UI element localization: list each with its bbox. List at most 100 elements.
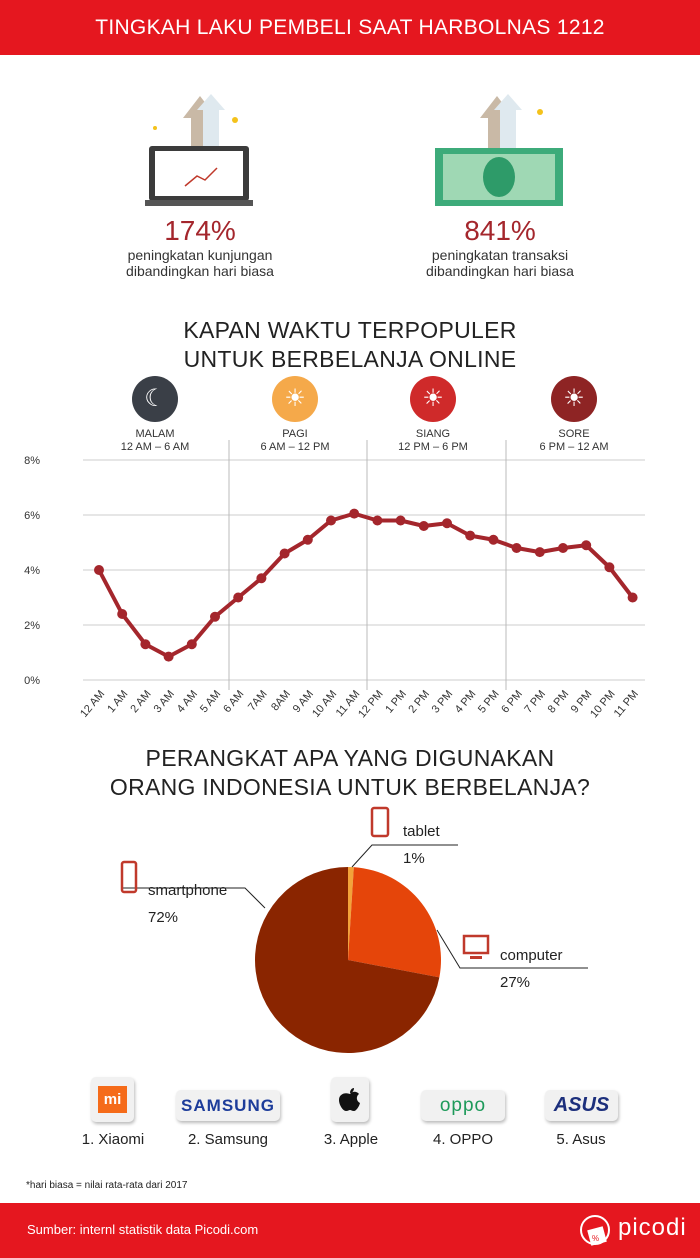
pie-value-tablet: 1%: [403, 850, 425, 867]
data-point: [418, 521, 429, 531]
period-pagi: ☀ PAGI 6 AM – 12 PM: [230, 376, 360, 456]
stat-visits: 174% peningkatan kunjungan dibandingkan …: [70, 215, 330, 279]
data-point: [94, 565, 104, 575]
x-tick-label: 5 PM: [476, 688, 502, 715]
period-sore: ☀ SORE 6 PM – 12 AM: [509, 376, 639, 456]
period-siang: ☀ SIANG 12 PM – 6 PM: [368, 376, 498, 456]
money-bill-icon: [435, 88, 565, 208]
period-malam: ☾ MALAM 12 AM – 6 AM: [90, 376, 220, 456]
leader-line: [436, 929, 588, 969]
x-tick-label: 6 PM: [499, 688, 525, 715]
data-point: [186, 639, 197, 650]
stat-line2: dibandingkan hari biasa: [426, 263, 574, 279]
x-tick-label: 11 PM: [612, 688, 641, 719]
period-range: 6 PM – 12 AM: [539, 441, 609, 453]
data-point: [465, 530, 476, 541]
data-point: [488, 534, 499, 545]
period-name: SORE: [558, 428, 590, 440]
x-tick-label: 10 AM: [310, 688, 339, 720]
data-point: [395, 515, 406, 526]
header-title: TINGKAH LAKU PEMBELI SAAT HARBOLNAS 1212: [95, 15, 605, 39]
pie-slice-smartphone: [254, 867, 440, 1053]
x-tick-label: 3 AM: [152, 688, 177, 715]
line-chart: 0%2%4%6%8%12 AM1 AM2 AM3 AM4 AM5 AM6 AM 7…: [24, 440, 645, 720]
y-tick-label: 6%: [24, 510, 40, 522]
period-name: SIANG: [415, 428, 451, 440]
period-name: MALAM: [135, 428, 175, 440]
data-point: [349, 508, 360, 519]
laptop-chart-icon: [145, 88, 255, 208]
x-tick-label: 12 PM: [356, 688, 386, 720]
sunrise-icon: ☀: [272, 376, 318, 422]
pie-label-computer: computer: [500, 947, 563, 964]
title-line2: UNTUK BERBELANJA ONLINE: [183, 346, 517, 372]
x-tick-label: 8AM: [269, 688, 293, 713]
x-tick-label: 1 PM: [383, 688, 409, 715]
period-range: 6 AM – 12 PM: [260, 441, 330, 453]
data-point: [372, 515, 383, 526]
picodi-logo-icon: %: [577, 1212, 613, 1250]
samsung-logo: SAMSUNG: [176, 1090, 280, 1121]
series-line: [97, 511, 635, 659]
data-point: [233, 592, 244, 603]
data-point: [117, 609, 128, 619]
data-point: [302, 534, 313, 545]
data-point: [210, 611, 220, 622]
xiaomi-logo: mi: [91, 1077, 134, 1122]
x-tick-label: 2 PM: [406, 688, 432, 715]
brand-label: 2. Samsung: [187, 1131, 269, 1148]
period-range: 12 PM – 6 PM: [398, 441, 468, 453]
pie-value-smartphone: 72%: [148, 909, 179, 926]
pie-slice-computer: [348, 867, 441, 978]
stat-transactions: 841% peningkatan transaksi dibandingkan …: [370, 215, 630, 279]
picodi-brand: picodi: [618, 1214, 687, 1241]
data-point: [140, 639, 151, 650]
header-banner: TINGKAH LAKU PEMBELI SAAT HARBOLNAS 1212: [0, 0, 700, 55]
y-tick-label: 4%: [24, 565, 40, 577]
data-point: [163, 651, 174, 662]
x-tick-label: 12 AM: [78, 688, 107, 720]
sun-icon: ☀: [410, 376, 456, 422]
x-tick-label: 4 PM: [453, 688, 479, 715]
x-tick-label: 6 AM: [221, 688, 246, 715]
y-tick-label: 0%: [24, 675, 40, 687]
stat-line1: peningkatan kunjungan: [127, 247, 273, 263]
smartphone-icon: [120, 860, 138, 894]
footer-banner: Sumber: internl statistik data Picodi.co…: [0, 1203, 700, 1258]
pie-label-tablet: tablet: [403, 823, 440, 840]
x-tick-label: 3 PM: [430, 688, 456, 715]
apple-logo: [331, 1077, 369, 1122]
tablet-icon: [370, 806, 390, 838]
data-point: [326, 515, 336, 526]
brand-label: 1. Xiaomi: [81, 1131, 145, 1148]
brand-label: 3. Apple: [323, 1131, 379, 1148]
asus-logo: ASUS: [545, 1090, 618, 1121]
time-section-title: KAPAN WAKTU TERPOPULER UNTUK BERBELANJA …: [0, 316, 700, 374]
x-tick-label: 5 AM: [198, 688, 223, 715]
footnote: *hari biasa = nilai rata-rata dari 2017: [26, 1180, 188, 1191]
pie-chart: [120, 806, 588, 1053]
moon-icon: ☾: [132, 376, 178, 422]
x-tick-label: 7AM: [246, 688, 270, 713]
data-point: [558, 543, 568, 553]
leader-line: [122, 887, 266, 909]
data-point: [256, 573, 267, 584]
stat-line1: peningkatan transaksi: [431, 247, 569, 263]
pie-value-computer: 27%: [500, 974, 531, 991]
x-tick-label: 8 PM: [546, 688, 572, 715]
leader-line: [351, 844, 458, 868]
data-point: [604, 562, 615, 573]
x-tick-label: 1 AM: [105, 688, 130, 715]
title-line1: PERANGKAT APA YANG DIGUNAKAN: [145, 745, 555, 771]
data-point: [279, 548, 290, 559]
pie-slice-tablet: [348, 867, 354, 960]
device-section-title: PERANGKAT APA YANG DIGUNAKAN ORANG INDON…: [0, 744, 700, 802]
x-tick-label: 7 PM: [522, 688, 548, 715]
oppo-logo: oppo: [421, 1090, 505, 1121]
stat-value: 841%: [464, 215, 536, 246]
x-tick-label: 2 AM: [128, 688, 153, 715]
stat-value: 174%: [164, 215, 236, 246]
brand-label: 4. OPPO: [432, 1131, 494, 1148]
period-range: 12 AM – 6 AM: [120, 441, 190, 453]
monitor-icon: [462, 934, 490, 959]
